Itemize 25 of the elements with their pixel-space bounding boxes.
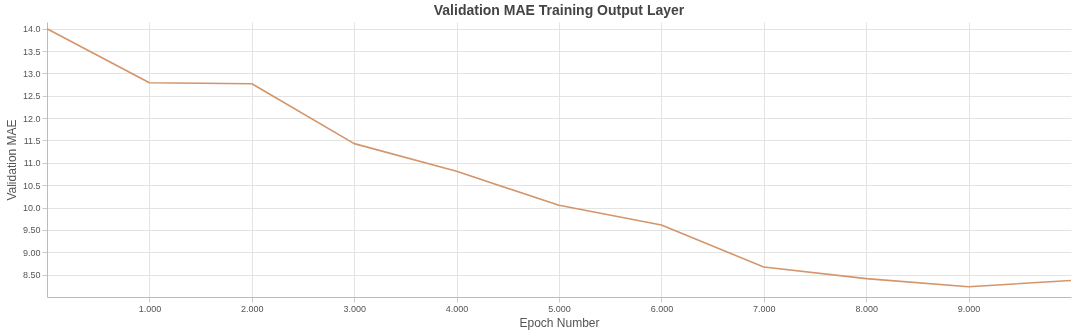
y-tick-label: 12.5 xyxy=(22,91,41,102)
x-tick-label: 3.000 xyxy=(343,303,366,314)
y-tick-label: 13.5 xyxy=(22,46,41,57)
x-tick-label: 5.000 xyxy=(548,303,571,314)
y-tick-label: 9.50 xyxy=(22,225,41,236)
x-tick-label: 6.000 xyxy=(650,303,674,314)
y-tick-label: 9.00 xyxy=(22,247,41,258)
x-tick-label: 9.000 xyxy=(957,303,981,314)
x-tick-label: 2.000 xyxy=(241,303,264,314)
y-tick-label: 13.0 xyxy=(22,68,41,79)
y-tick-label: 11.5 xyxy=(23,136,41,146)
line-series xyxy=(46,27,1072,288)
x-tick-label: 8.000 xyxy=(855,303,878,314)
y-tick-label: 8.50 xyxy=(22,270,41,281)
chart-title: Validation MAE Training Output Layer xyxy=(433,2,685,18)
y-axis-title: Validation MAE xyxy=(4,119,19,201)
y-tick-label: 11.0 xyxy=(23,158,41,169)
y-tick-label: 10.5 xyxy=(22,180,41,191)
y-tick-label: 14.0 xyxy=(22,24,41,35)
x-axis-title: Epoch Number xyxy=(519,315,600,330)
x-tick-label: 1.000 xyxy=(138,303,162,314)
y-tick-label: 12.0 xyxy=(22,113,41,124)
y-tick-label: 10.0 xyxy=(22,203,41,214)
x-tick-label: 7.000 xyxy=(753,303,776,314)
x-tick-label: 4.000 xyxy=(445,303,469,314)
